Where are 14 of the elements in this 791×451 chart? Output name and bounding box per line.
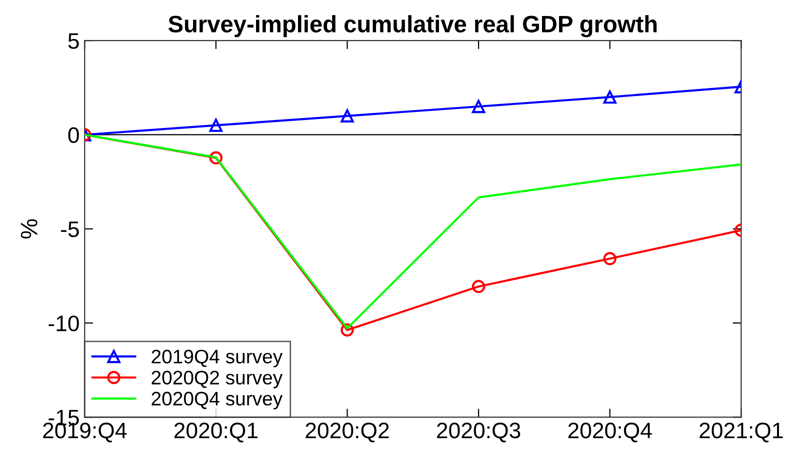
y-tick-label: 0 xyxy=(68,127,79,144)
x-tick-label: 2020:Q4 xyxy=(568,422,652,442)
x-tick-label: 2021:Q1 xyxy=(700,422,783,442)
x-tick-label: 2020:Q3 xyxy=(437,422,520,442)
y-axis-title: % xyxy=(20,219,38,239)
chart-title: Survey-implied cumulative real GDP growth xyxy=(168,15,657,38)
legend-label: 2019Q4 survey xyxy=(152,350,283,368)
x-tick-label: 2020:Q2 xyxy=(306,422,389,442)
y-tick-label: -5 xyxy=(61,222,79,238)
legend-label: 2020Q2 survey xyxy=(152,370,283,388)
x-tick-label: 2020:Q1 xyxy=(174,422,258,442)
y-tick-label: 5 xyxy=(68,33,79,49)
y-tick-label: -10 xyxy=(48,316,79,332)
legend-label: 2020Q4 survey xyxy=(152,392,283,410)
